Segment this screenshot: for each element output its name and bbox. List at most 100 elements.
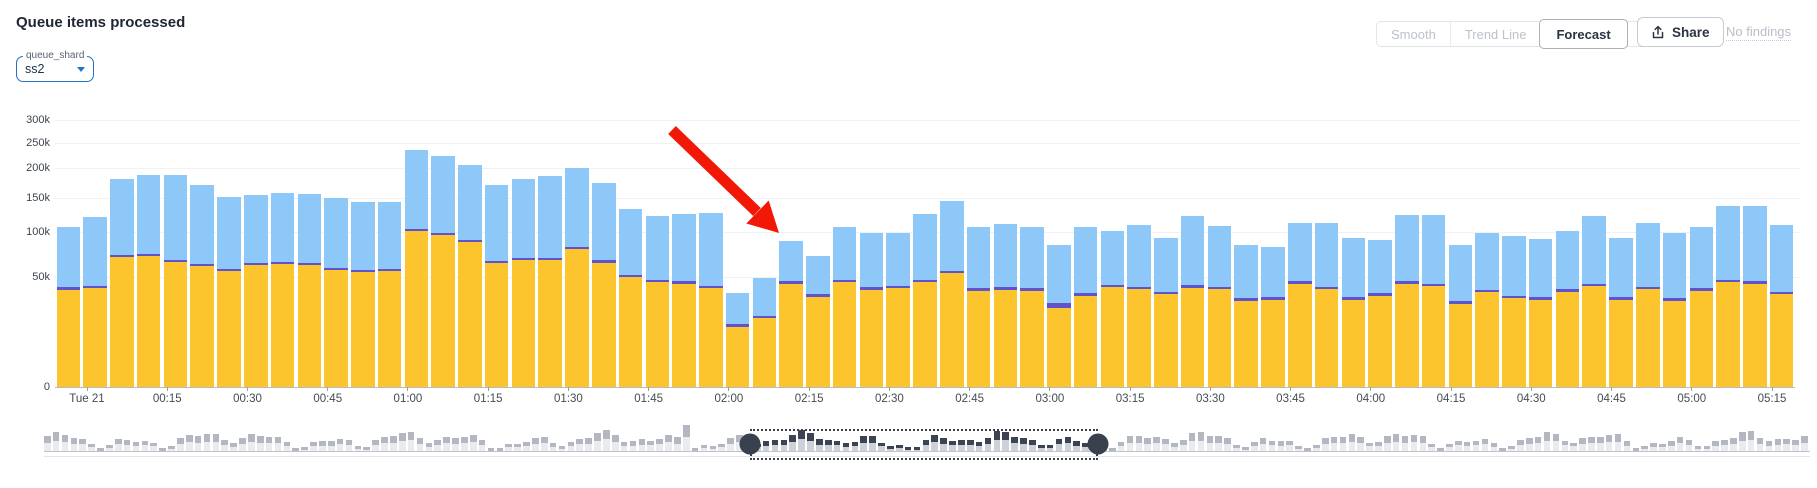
stacked-bar[interactable] [1502, 235, 1526, 387]
stacked-bar[interactable] [431, 155, 455, 387]
bar-segment [431, 235, 455, 387]
stacked-bar[interactable] [1261, 246, 1285, 387]
selection-right-handle[interactable] [1087, 433, 1109, 455]
stacked-bar[interactable] [1609, 237, 1633, 387]
bar-segment [1154, 294, 1178, 387]
stacked-bar[interactable] [1555, 230, 1580, 387]
stacked-bar[interactable] [1073, 226, 1098, 387]
stacked-bar[interactable] [1341, 238, 1366, 387]
overview-bar-segment [1295, 448, 1302, 451]
stacked-bar[interactable] [511, 179, 536, 387]
stacked-bar[interactable] [1127, 225, 1151, 387]
stacked-bar[interactable] [136, 175, 161, 387]
stacked-bar[interactable] [1180, 216, 1205, 387]
stacked-bar[interactable] [1769, 225, 1794, 387]
stacked-bar[interactable] [163, 175, 188, 387]
bar-segment [1180, 284, 1205, 289]
stacked-bar[interactable] [1689, 226, 1714, 387]
stacked-bar[interactable] [565, 168, 589, 387]
bar-segment [1448, 303, 1473, 387]
stacked-bar[interactable] [966, 226, 991, 387]
stacked-bar[interactable] [1716, 205, 1740, 387]
bar-segment [725, 293, 750, 325]
stacked-bar[interactable] [1100, 230, 1125, 387]
overview-selection[interactable] [750, 429, 1098, 460]
stacked-bar[interactable] [270, 193, 295, 387]
stacked-bar[interactable] [752, 277, 777, 387]
stacked-bar[interactable] [1528, 239, 1553, 387]
stacked-bar[interactable] [1047, 244, 1071, 387]
stacked-bar[interactable] [56, 226, 81, 387]
stacked-bar[interactable] [699, 212, 723, 387]
overview-bar-segment [904, 447, 912, 451]
overview-bar-segment [292, 448, 300, 451]
selection-left-handle[interactable] [739, 433, 761, 455]
overview-bar-segment [540, 437, 548, 444]
smooth-button[interactable]: Smooth [1377, 22, 1450, 46]
stacked-bar[interactable] [1582, 216, 1606, 387]
stacked-bar[interactable] [1743, 205, 1767, 387]
overview-bar [674, 437, 681, 451]
overview-bar-segment [150, 442, 158, 447]
overview-bar [496, 448, 504, 451]
overview-bar-segment [265, 436, 273, 444]
no-findings-link[interactable]: No findings [1726, 24, 1792, 41]
stacked-bar[interactable] [913, 213, 937, 387]
overview-bar-segment [1135, 442, 1143, 451]
overview-bar-segment [1295, 445, 1302, 449]
stacked-bar[interactable] [1314, 223, 1339, 387]
bar-segment [83, 285, 107, 289]
stacked-bar[interactable] [1234, 244, 1258, 387]
stacked-bar[interactable] [324, 198, 348, 387]
stacked-bar[interactable] [645, 216, 670, 387]
stacked-bar[interactable] [484, 184, 509, 387]
stacked-bar[interactable] [832, 226, 857, 387]
stacked-bar[interactable] [1475, 232, 1499, 387]
bar-segment [672, 280, 696, 284]
stacked-bar[interactable] [886, 232, 910, 387]
overview-bar-segment [1792, 439, 1799, 445]
stacked-bar[interactable] [1395, 215, 1419, 387]
overview-bar [727, 437, 734, 451]
overview-bar-segment [79, 444, 87, 451]
stacked-bar[interactable] [1154, 237, 1178, 387]
stacked-bar[interactable] [1636, 223, 1660, 387]
stacked-bar[interactable] [377, 202, 402, 387]
trend-line-button[interactable]: Trend Line [1449, 22, 1541, 46]
stacked-bar[interactable] [1288, 223, 1312, 387]
overview-bar-segment [398, 441, 406, 451]
stacked-bar[interactable] [351, 202, 375, 387]
stacked-bar[interactable] [538, 176, 562, 387]
stacked-bar[interactable] [1207, 226, 1232, 387]
stacked-bar[interactable] [404, 150, 429, 387]
queue-shard-select[interactable]: queue_shard ss2 [16, 50, 94, 82]
stacked-bar[interactable] [1662, 232, 1687, 387]
stacked-bar[interactable] [83, 217, 107, 387]
stacked-bar[interactable] [244, 195, 268, 387]
bar-segment [1662, 298, 1687, 302]
stacked-bar[interactable] [993, 223, 1018, 387]
stacked-bar[interactable] [297, 193, 322, 387]
overview-bar [540, 437, 548, 451]
stacked-bar[interactable] [779, 240, 803, 387]
forecast-button[interactable]: Forecast [1539, 19, 1628, 49]
stacked-bar[interactable] [1448, 244, 1473, 387]
stacked-bar[interactable] [458, 165, 482, 387]
stacked-bar[interactable] [725, 293, 750, 387]
overview-bar-segment [1162, 444, 1169, 451]
overview-bar-segment [469, 434, 477, 443]
share-button[interactable]: Share [1637, 17, 1724, 47]
stacked-bar[interactable] [1020, 226, 1044, 387]
stacked-bar[interactable] [592, 183, 616, 387]
stacked-bar[interactable] [672, 213, 696, 387]
overview-bar [203, 434, 211, 451]
stacked-bar[interactable] [618, 208, 643, 387]
stacked-bar[interactable] [859, 232, 884, 387]
stacked-bar[interactable] [806, 256, 830, 387]
stacked-bar[interactable] [217, 196, 241, 387]
stacked-bar[interactable] [940, 200, 964, 387]
stacked-bar[interactable] [110, 179, 134, 387]
stacked-bar[interactable] [1421, 215, 1446, 387]
stacked-bar[interactable] [190, 184, 214, 387]
stacked-bar[interactable] [1368, 239, 1392, 387]
